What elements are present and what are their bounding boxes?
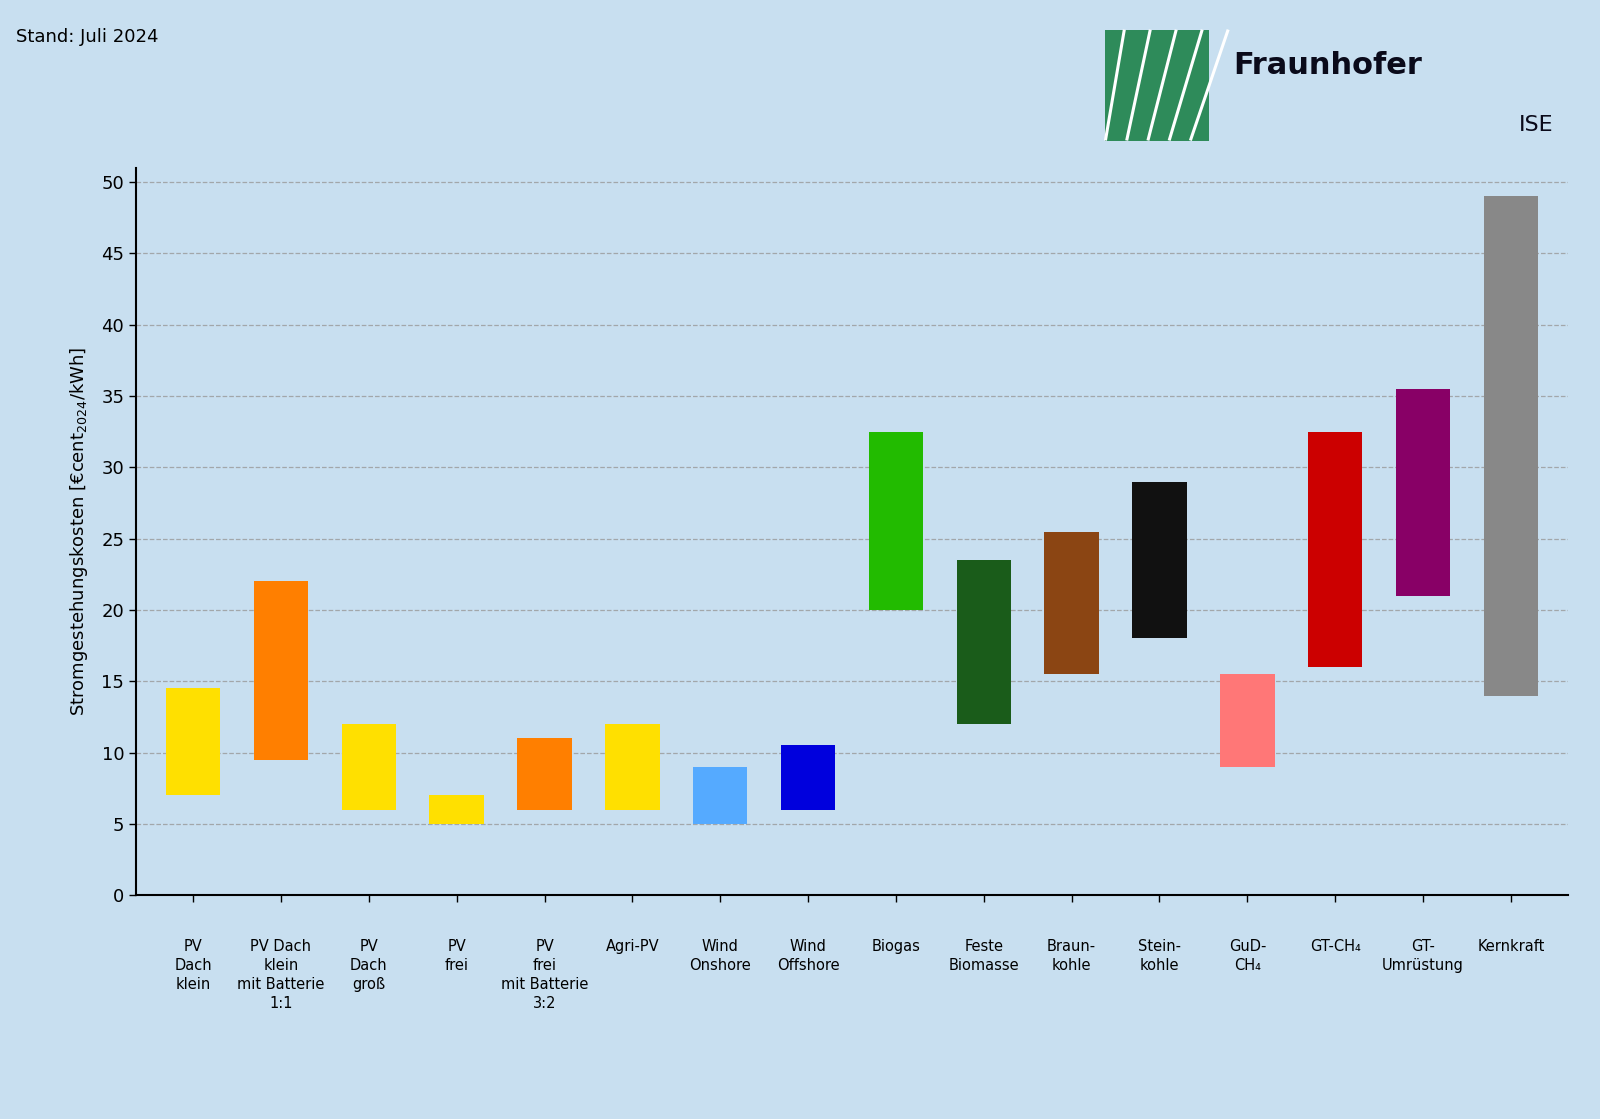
Text: Biogas: Biogas: [872, 939, 920, 953]
Bar: [1307, 432, 1363, 667]
FancyBboxPatch shape: [1106, 29, 1210, 141]
Text: Stand: Juli 2024: Stand: Juli 2024: [16, 28, 158, 46]
Bar: [1133, 481, 1187, 639]
Text: Agri-PV: Agri-PV: [605, 939, 659, 953]
Text: GT-CH₄: GT-CH₄: [1310, 939, 1360, 953]
Bar: [1221, 674, 1275, 767]
Text: ISE: ISE: [1520, 114, 1554, 134]
Bar: [517, 739, 571, 810]
Text: PV
frei: PV frei: [445, 939, 469, 974]
Bar: [605, 724, 659, 810]
Bar: [869, 432, 923, 610]
Y-axis label: Stromgestehungskosten [€cent$_{2024}$/kWh]: Stromgestehungskosten [€cent$_{2024}$/kW…: [69, 347, 90, 716]
Text: GuD-
CH₄: GuD- CH₄: [1229, 939, 1266, 974]
Bar: [341, 724, 397, 810]
Bar: [1395, 389, 1450, 595]
Text: Braun-
kohle: Braun- kohle: [1046, 939, 1096, 974]
Text: PV Dach
klein
mit Batterie
1:1: PV Dach klein mit Batterie 1:1: [237, 939, 325, 1012]
Bar: [254, 582, 309, 760]
Bar: [1045, 532, 1099, 674]
Text: Wind
Onshore: Wind Onshore: [690, 939, 750, 974]
Bar: [429, 796, 483, 824]
Text: Stein-
kohle: Stein- kohle: [1138, 939, 1181, 974]
Text: Fraunhofer: Fraunhofer: [1234, 50, 1422, 79]
Text: PV
frei
mit Batterie
3:2: PV frei mit Batterie 3:2: [501, 939, 589, 1012]
Text: PV
Dach
groß: PV Dach groß: [350, 939, 387, 993]
Bar: [693, 767, 747, 824]
Bar: [781, 745, 835, 810]
Text: Feste
Biomasse: Feste Biomasse: [949, 939, 1019, 974]
Bar: [957, 560, 1011, 724]
Bar: [1483, 196, 1538, 696]
Text: Wind
Offshore: Wind Offshore: [776, 939, 840, 974]
Text: Kernkraft: Kernkraft: [1477, 939, 1544, 953]
Text: GT-
Umrüstung: GT- Umrüstung: [1382, 939, 1464, 974]
Text: PV
Dach
klein: PV Dach klein: [174, 939, 211, 993]
Bar: [166, 688, 221, 796]
